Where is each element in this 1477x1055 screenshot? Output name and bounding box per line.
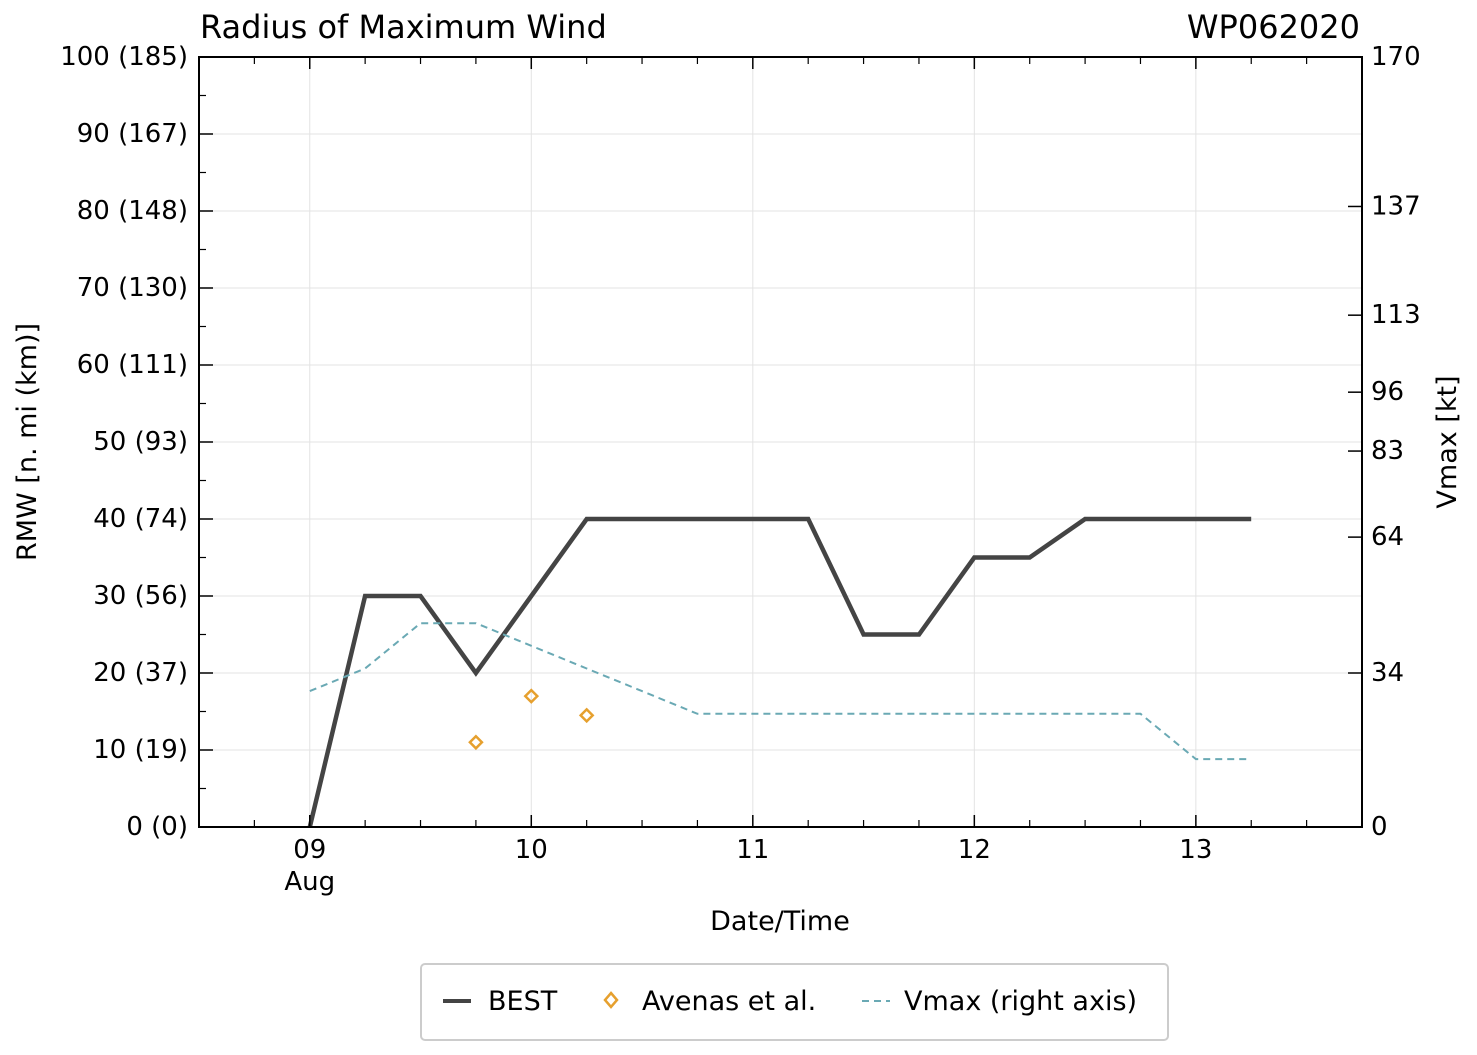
legend-box xyxy=(420,963,1169,1041)
series-layer xyxy=(307,516,1252,828)
x-tick-label: 13 xyxy=(1179,835,1212,865)
x-tick-label: 11 xyxy=(736,835,769,865)
y-tick-label: 0 (0) xyxy=(126,812,188,842)
y-axis-label: RMW [n. mi (km)] xyxy=(12,323,43,561)
y2-tick-label: 34 xyxy=(1371,658,1404,688)
y-tick-label: 30 (56) xyxy=(93,581,188,611)
y2-tick-label: 83 xyxy=(1371,436,1404,466)
y2-tick-label: 0 xyxy=(1371,812,1388,842)
best-track-line xyxy=(307,516,1252,828)
y2-tick-label: 170 xyxy=(1371,42,1421,72)
y-tick-label: 90 (167) xyxy=(77,119,188,149)
avenas-point xyxy=(468,734,484,751)
storm-id: WP062020 xyxy=(1187,8,1360,46)
y2-tick-label: 96 xyxy=(1371,377,1404,407)
avenas-point xyxy=(523,688,540,704)
legend-vmax-label: Vmax (right axis) xyxy=(904,986,1137,1017)
x-tick-label: 10 xyxy=(515,835,548,865)
legend: BEST Avenas et al. Vmax (right axis) xyxy=(420,963,1169,1041)
avenas-point xyxy=(578,707,595,724)
x-tick-sublabel: Aug xyxy=(284,867,335,897)
y-tick-label: 40 (74) xyxy=(93,504,188,534)
y2-axis-label: Vmax [kt] xyxy=(1432,375,1463,508)
x-tick-label: 12 xyxy=(958,835,991,865)
x-axis-label: Date/Time xyxy=(710,906,850,937)
chart-title: Radius of Maximum Wind xyxy=(200,8,607,46)
grid-lines xyxy=(199,56,1362,828)
y-tick-label: 10 (19) xyxy=(93,735,188,765)
x-tick-label: 09 xyxy=(293,835,326,865)
y2-tick-label: 64 xyxy=(1371,522,1404,552)
y2-tick-label: 113 xyxy=(1371,300,1421,330)
vmax-line xyxy=(309,622,1252,761)
legend-best-label: BEST xyxy=(488,986,558,1017)
y-tick-label: 20 (37) xyxy=(93,658,188,688)
legend-avenas-swatch xyxy=(603,991,619,1009)
y2-tick-label: 137 xyxy=(1371,191,1421,221)
y-tick-label: 80 (148) xyxy=(77,196,188,226)
y-tick-label: 70 (130) xyxy=(77,273,188,303)
y-tick-label: 50 (93) xyxy=(93,427,188,457)
legend-avenas-label: Avenas et al. xyxy=(642,986,816,1017)
y-tick-label: 60 (111) xyxy=(77,350,188,380)
y-tick-label: 100 (185) xyxy=(60,42,188,72)
